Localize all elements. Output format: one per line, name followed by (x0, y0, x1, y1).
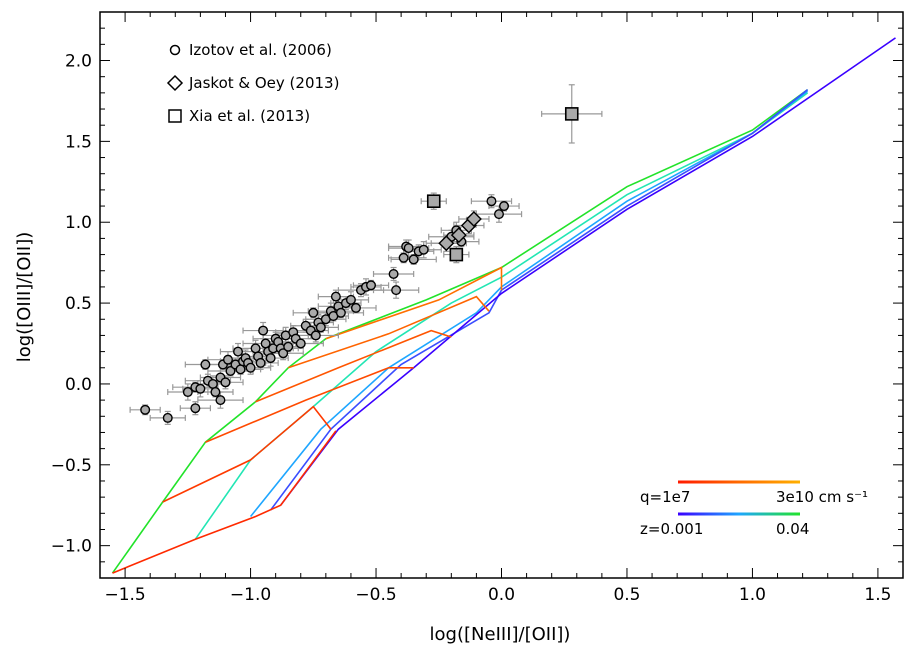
data-point-circle (486, 196, 497, 207)
data-point-circle (140, 404, 151, 415)
data-point-circle (162, 412, 173, 423)
color-label-right-q: 3e10 cm s⁻¹ (776, 488, 868, 506)
data-point-circle (215, 395, 226, 406)
legend-diamond-marker (166, 74, 184, 92)
data-point-circle (210, 387, 221, 398)
y-tick-label: 0.5 (65, 294, 92, 314)
data-point-circle (388, 268, 399, 279)
model-q-line (162, 405, 332, 503)
data-point-circle (335, 307, 346, 318)
legend: Izotov et al. (2006) Jaskot & Oey (2013) X… (166, 41, 339, 125)
data-point-circle (265, 353, 276, 364)
data-point-square (564, 107, 579, 121)
x-tick-label: 1.0 (739, 585, 766, 605)
data-point-circle (330, 291, 341, 302)
data-point-circle (258, 325, 269, 336)
model-grid (111, 37, 896, 574)
data-point-circle (398, 252, 409, 263)
color-label-left-z: z=0.001 (640, 520, 703, 538)
data-point-diamond (438, 235, 455, 252)
color-label-left-q: q=1e7 (640, 488, 690, 506)
legend-label: Xia et al. (2013) (189, 107, 310, 125)
data-point-square (449, 247, 464, 262)
data-point-circle (222, 354, 233, 365)
data-point-circle (283, 341, 294, 352)
model-q-line (255, 329, 452, 403)
data-point-circle (345, 294, 356, 305)
data-point-circle (408, 254, 419, 265)
axis-ticks (99, 11, 904, 579)
data-point-circle (418, 244, 429, 255)
model-z-line (269, 88, 809, 511)
data-point-circle (295, 338, 306, 349)
tick-labels: −1.5 −1.0 −0.5 0.0 0.5 1.0 1.5 −1.0 −0.5 0.0 0.5 1.… (51, 52, 892, 605)
data-point-circle (403, 243, 414, 254)
legend-label: Izotov et al. (2006) (189, 41, 332, 59)
x-axis-title: log([NeIII]/[OII]) (430, 624, 571, 645)
model-z-line (194, 92, 809, 540)
y-tick-label: 0.0 (65, 375, 92, 395)
data-point-circle (245, 362, 256, 373)
data-markers (140, 107, 579, 423)
y-axis-title: log([OIII]/[OII]) (14, 232, 35, 363)
data-point-circle (235, 364, 246, 375)
data-point-circle (233, 346, 244, 357)
data-point-circle (190, 403, 201, 414)
color-bar-q (678, 480, 800, 484)
data-point-circle (350, 302, 361, 313)
model-q-line (112, 430, 337, 574)
data-point-circle (195, 383, 206, 394)
model-q-line (205, 366, 414, 443)
legend-circle-marker (169, 44, 181, 56)
model-q-line (287, 295, 490, 369)
legend-label: Jaskot & Oey (2013) (188, 74, 339, 92)
data-point-circle (250, 343, 261, 354)
y-tick-label: 1.0 (65, 213, 92, 233)
data-point-circle (391, 285, 402, 296)
y-tick-label: −0.5 (51, 456, 92, 476)
y-tick-label: 2.0 (65, 52, 92, 72)
color-legend: q=1e7 3e10 cm s⁻¹ z=0.001 0.04 (640, 480, 868, 538)
data-point-circle (182, 387, 193, 398)
x-tick-label: 0.0 (488, 585, 515, 605)
data-point-diamond (465, 211, 482, 227)
data-point-diamond (450, 227, 467, 244)
color-bar-z (678, 512, 800, 516)
y-tick-label: −1.0 (51, 537, 92, 557)
data-point-circle (225, 366, 236, 377)
error-bars (129, 84, 603, 425)
y-tick-label: 1.5 (65, 132, 92, 152)
data-point-circle (315, 322, 326, 333)
data-point-circle (207, 378, 218, 389)
data-point-circle (200, 359, 211, 370)
x-tick-label: 1.5 (864, 585, 891, 605)
data-point-circle (310, 330, 321, 341)
data-point-circle (366, 280, 377, 291)
data-point-circle (220, 377, 231, 388)
x-tick-label: −0.5 (355, 585, 396, 605)
model-z-line (280, 37, 896, 506)
x-tick-label: 0.5 (613, 585, 640, 605)
legend-square-marker (168, 109, 182, 123)
x-tick-label: −1.5 (104, 585, 145, 605)
data-point-circle (308, 307, 319, 318)
data-point-square (426, 194, 441, 209)
model-q-line (325, 266, 503, 340)
data-point-circle (255, 357, 266, 368)
data-point-circle (278, 348, 289, 359)
data-point-circle (499, 201, 510, 212)
x-tick-label: −1.0 (230, 585, 271, 605)
color-label-right-z: 0.04 (776, 520, 809, 538)
data-point-circle (493, 209, 504, 220)
